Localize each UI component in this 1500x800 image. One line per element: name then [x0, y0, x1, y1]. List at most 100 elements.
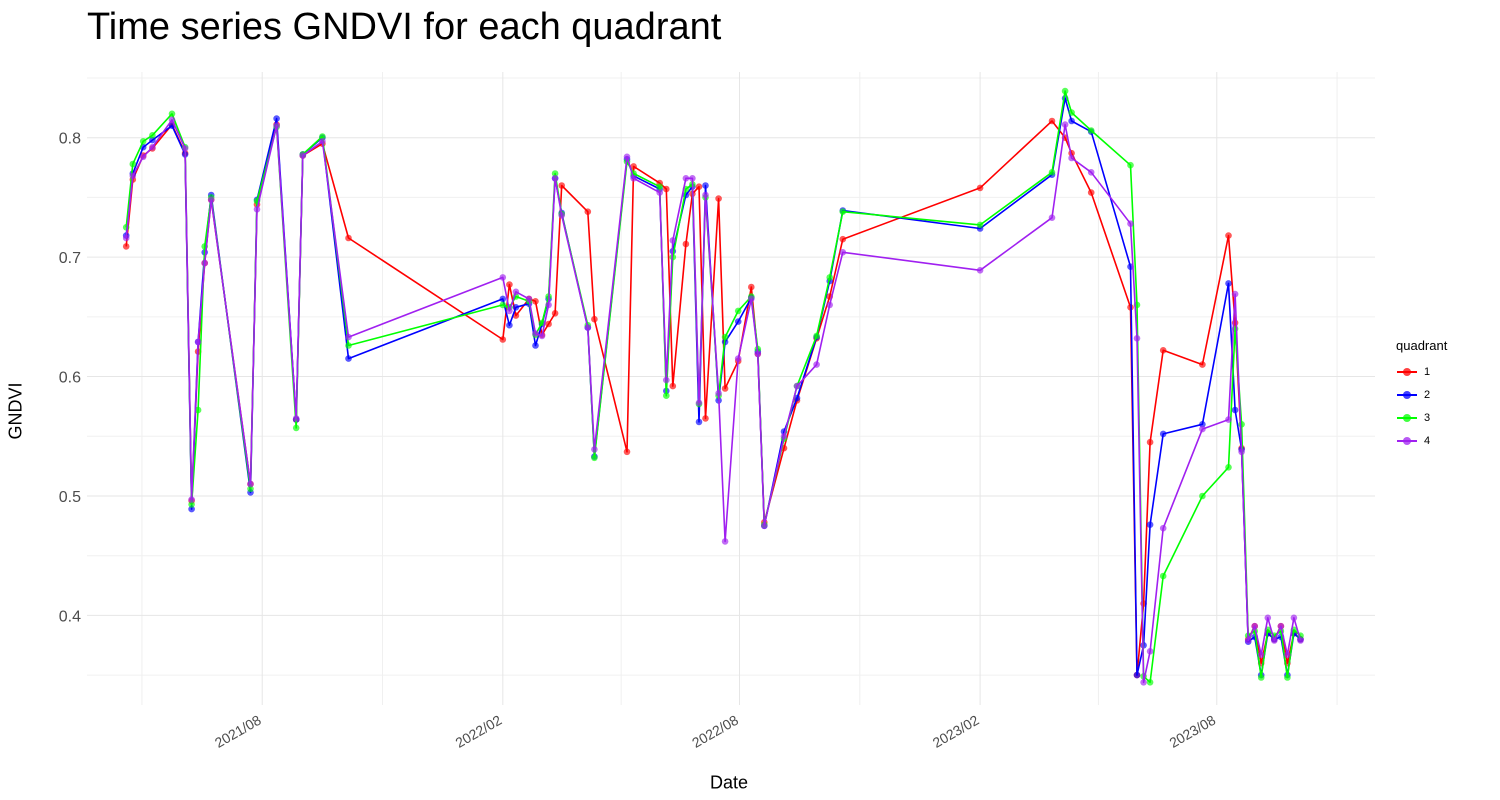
data-point: [506, 281, 513, 288]
legend-key-point: [1403, 413, 1411, 422]
data-point: [715, 390, 722, 397]
data-point: [551, 310, 559, 317]
data-point: [1199, 425, 1206, 433]
data-point: [1087, 189, 1095, 196]
data-point: [591, 454, 598, 462]
data-point: [149, 132, 156, 139]
data-point: [1277, 622, 1285, 630]
data-point: [149, 136, 156, 144]
data-point: [122, 224, 130, 231]
data-point: [499, 301, 507, 309]
data-point: [663, 392, 670, 400]
legend-item-quadrant-2: 2: [1396, 383, 1447, 406]
data-point: [1133, 335, 1141, 342]
legend-item-quadrant-1: 1: [1396, 360, 1447, 383]
data-point: [1048, 117, 1056, 125]
data-point: [734, 307, 742, 315]
data-point: [499, 274, 507, 281]
data-point: [734, 318, 742, 325]
data-point: [1087, 169, 1095, 176]
data-point: [839, 249, 847, 256]
data-point: [721, 538, 729, 545]
data-point: [168, 110, 176, 118]
data-point: [194, 338, 202, 346]
data-point: [1231, 290, 1239, 298]
data-point: [721, 385, 729, 392]
data-point: [1199, 361, 1206, 368]
data-point: [689, 175, 696, 182]
data-point: [702, 182, 709, 189]
x-tick-label: 2023/08: [1166, 712, 1218, 751]
data-point: [299, 152, 307, 159]
data-point: [1146, 438, 1154, 446]
data-point: [129, 160, 137, 168]
data-point: [1244, 637, 1252, 644]
data-point: [525, 295, 533, 303]
data-point: [584, 324, 592, 331]
data-point: [551, 170, 559, 177]
data-point: [780, 433, 788, 440]
data-point: [345, 333, 352, 341]
data-point: [669, 237, 677, 244]
series-quadrant-3: [122, 87, 1304, 686]
data-point: [545, 301, 552, 309]
data-point: [839, 235, 847, 243]
data-point: [663, 185, 670, 193]
legend-key-point: [1403, 436, 1411, 445]
data-point: [188, 496, 195, 503]
data-point: [1133, 671, 1141, 679]
grid: [87, 72, 1375, 705]
data-point: [976, 267, 984, 274]
data-point: [1146, 648, 1154, 655]
data-point: [512, 304, 520, 311]
data-point: [1048, 214, 1056, 221]
data-point: [1199, 492, 1206, 500]
data-point: [1251, 622, 1258, 630]
legend-key-point: [1403, 367, 1411, 376]
data-point: [1290, 614, 1298, 622]
data-point: [1159, 347, 1167, 354]
data-point: [512, 288, 520, 296]
data-point: [702, 191, 709, 199]
data-point: [194, 406, 202, 414]
legend-key: [1396, 365, 1418, 379]
legend-items: 1 2 3 4: [1396, 360, 1447, 452]
data-point: [623, 448, 631, 456]
data-point: [1225, 232, 1232, 239]
y-tick-label: 0.5: [59, 489, 81, 506]
data-point: [139, 153, 147, 161]
data-point: [149, 143, 156, 151]
data-point: [1159, 430, 1167, 438]
data-point: [734, 355, 742, 362]
data-point: [1284, 651, 1291, 659]
data-point: [761, 522, 768, 530]
data-point: [1225, 280, 1232, 287]
series-quadrant-2: [122, 95, 1304, 679]
data-point: [558, 182, 565, 189]
data-point: [1061, 87, 1069, 95]
data-point: [1087, 127, 1095, 134]
legend-item-quadrant-3: 3: [1396, 406, 1447, 429]
data-point: [1127, 220, 1134, 227]
legend-label: 2: [1424, 388, 1431, 401]
data-point: [1146, 679, 1154, 686]
data-point: [273, 115, 280, 122]
legend-title: quadrant: [1396, 338, 1448, 353]
data-point: [188, 501, 195, 508]
data-point: [1257, 651, 1265, 659]
data-point: [1159, 524, 1167, 532]
data-point: [591, 315, 598, 323]
data-point: [656, 189, 663, 196]
data-point: [826, 301, 833, 309]
data-point: [558, 212, 565, 219]
data-point: [748, 283, 755, 291]
data-point: [630, 175, 637, 182]
data-point: [532, 342, 539, 349]
legend-key-point: [1403, 390, 1411, 399]
data-point: [682, 175, 690, 182]
data-point: [1271, 637, 1278, 644]
data-point: [1238, 421, 1245, 428]
data-point: [292, 424, 300, 432]
data-point: [839, 208, 847, 215]
